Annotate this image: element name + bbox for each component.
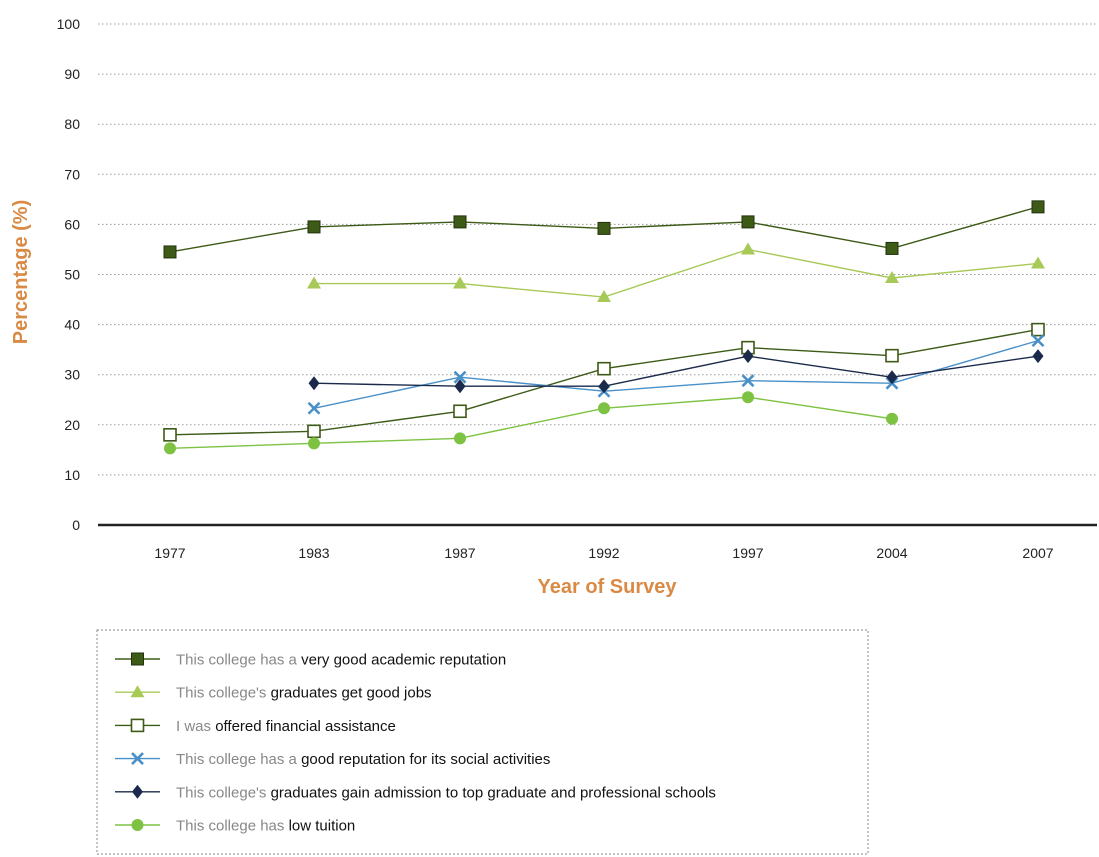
data-point-open-square: [163, 428, 177, 442]
data-point-x: [131, 752, 144, 766]
data-point-x: [1031, 334, 1045, 348]
x-marker-stroke: [307, 401, 321, 415]
data-point-diamond: [598, 379, 610, 394]
legend-item: This college has a good reputation for i…: [115, 751, 550, 768]
data-point-circle: [131, 819, 144, 831]
data-point-open-square: [307, 424, 321, 439]
data-point-square: [163, 245, 177, 259]
y-tick-label: 90: [64, 66, 80, 82]
legend-item: This college has low tuition: [115, 818, 355, 835]
data-point-circle: [742, 391, 754, 404]
data-point-square: [307, 220, 321, 234]
y-tick-label: 80: [64, 116, 80, 132]
x-axis-title: Year of Survey: [538, 576, 678, 598]
data-point-square: [131, 652, 144, 666]
data-point-diamond: [454, 379, 466, 394]
series-line: [313, 339, 1039, 409]
legend: This college has a very good academic re…: [96, 629, 869, 855]
data-point-open-square: [453, 404, 467, 419]
series-1: [163, 200, 1045, 259]
legend-label: I was offered financial assistance: [176, 718, 396, 735]
x-marker-stroke: [741, 374, 755, 388]
axes: 0 10 20 30 40 50 60 70 80 90 100 1977 1983 1987 1992 19…: [57, 16, 1097, 561]
data-point-x: [741, 374, 755, 388]
series-3: [163, 322, 1045, 442]
data-point-diamond: [132, 784, 143, 799]
data-point-x: [307, 401, 321, 415]
data-point-triangle: [453, 276, 467, 289]
x-tick-label: 1983: [298, 545, 329, 561]
series-lines: [163, 200, 1045, 455]
y-tick-label: 40: [64, 317, 80, 333]
y-tick-label: 10: [64, 467, 80, 483]
data-point-triangle: [885, 271, 899, 284]
legend-label: This college's graduates gain admission …: [176, 784, 716, 801]
data-point-diamond: [1032, 349, 1044, 364]
x-tick-label: 1992: [588, 545, 619, 561]
data-point-triangle: [130, 685, 145, 698]
legend-box: [96, 629, 869, 855]
data-point-x: [453, 370, 467, 384]
data-point-square: [741, 215, 755, 229]
y-tick-label: 70: [64, 166, 80, 182]
series-line: [169, 396, 893, 450]
x-tick-label: 2007: [1022, 545, 1053, 561]
series-line: [314, 248, 1039, 298]
y-tick-label: 60: [64, 216, 80, 232]
data-point-open-square: [130, 718, 145, 733]
data-point-circle: [164, 442, 176, 455]
y-tick-label: 100: [57, 16, 81, 32]
x-tick-label: 2004: [876, 545, 907, 561]
data-point-square: [885, 241, 899, 255]
data-point-diamond: [886, 370, 898, 385]
data-point-open-square: [1031, 322, 1045, 337]
series-line: [313, 355, 1039, 387]
y-tick-label: 0: [72, 517, 80, 533]
data-point-diamond: [742, 349, 754, 364]
x-tick-label: 1987: [444, 545, 475, 561]
data-point-open-square: [597, 361, 611, 376]
legend-item: This college's graduates gain admission …: [115, 784, 716, 801]
legend-item: This college has a very good academic re…: [115, 652, 506, 669]
data-point-circle: [598, 402, 610, 415]
data-point-diamond: [308, 376, 320, 391]
data-point-square: [597, 221, 611, 235]
series-5: [308, 349, 1044, 394]
gridlines: [98, 23, 1097, 476]
data-point-circle: [308, 437, 320, 450]
y-axis-title: Percentage (%): [10, 200, 32, 345]
data-point-triangle: [1031, 256, 1045, 269]
data-point-circle: [886, 412, 898, 425]
data-point-open-square: [885, 348, 899, 363]
legend-label: This college has low tuition: [176, 818, 355, 835]
legend-label: This college has a very good academic re…: [176, 652, 506, 669]
data-point-triangle: [597, 290, 611, 303]
series-2: [307, 242, 1045, 303]
data-point-square: [1031, 200, 1045, 214]
x-tick-label: 1997: [732, 545, 763, 561]
data-point-triangle: [307, 276, 321, 289]
y-tick-label: 20: [64, 417, 80, 433]
y-tick-label: 30: [64, 367, 80, 383]
legend-item: I was offered financial assistance: [115, 718, 396, 735]
data-point-triangle: [741, 242, 755, 255]
data-point-square: [453, 215, 467, 229]
x-marker-stroke: [131, 752, 144, 766]
data-point-circle: [454, 432, 466, 445]
x-marker-stroke: [1031, 334, 1045, 348]
legend-item: This college's graduates get good jobs: [115, 685, 432, 702]
series-6: [164, 391, 898, 455]
x-tick-label: 1977: [154, 545, 185, 561]
y-tick-label: 50: [64, 267, 80, 283]
x-marker-stroke: [453, 370, 467, 384]
legend-label: This college's graduates get good jobs: [176, 685, 432, 702]
legend-label: This college has a good reputation for i…: [176, 751, 550, 768]
